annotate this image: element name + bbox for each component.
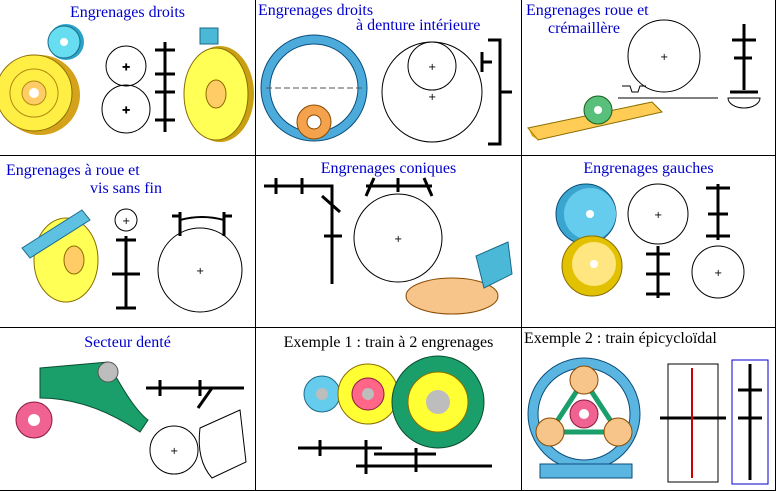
worm-shaft-schematic <box>112 212 232 310</box>
sector-shaft-schematic <box>146 380 244 409</box>
worm-screw-illustration <box>21 209 91 259</box>
sector-pivot-illustration <box>97 361 119 383</box>
worm-title-line1: Engrenages à roue et <box>6 162 140 179</box>
svg-text:+: + <box>170 446 178 457</box>
rack-ground-symbol <box>727 97 761 109</box>
train-title: Exemple 1 : train à 2 engrenages <box>283 334 494 351</box>
worm-schematic: + + <box>114 208 243 313</box>
cell-gear-train: Exemple 1 : train à 2 engrenages <box>256 328 522 491</box>
bevel-schematic: + <box>353 193 443 283</box>
epicyclic-schematic-1 <box>660 363 726 483</box>
cell-sector-gear: Secteur denté + <box>0 328 256 491</box>
rack-gear-illustration <box>527 95 663 141</box>
worm-title-line2: vis sans fin <box>90 180 162 197</box>
spur-small-gear-illustration <box>47 24 84 60</box>
bevel-gears-diagram: + <box>264 177 513 315</box>
sector-gear-illustration <box>39 361 149 433</box>
sector-schematic: + <box>149 409 247 479</box>
sector-title: Secteur denté <box>84 334 171 351</box>
sector-gear-diagram: + <box>15 361 247 479</box>
epicyclic-train-diagram <box>527 357 769 485</box>
internal-ring-gear-illustration <box>260 34 368 142</box>
crossed-title: Engrenages gauches <box>583 160 714 177</box>
internal-title-line2: à denture intérieure <box>356 17 481 34</box>
spur-shaft-schematic <box>155 42 175 132</box>
svg-text:+: + <box>122 62 130 73</box>
cell-crossed-gears: Engrenages gauches + + <box>522 156 776 328</box>
sector-pinion-hole <box>28 414 40 426</box>
svg-text:+: + <box>196 266 204 277</box>
cell-spur-gears: Engrenages droits + + <box>0 0 256 156</box>
crossed-shaft-schematic <box>646 184 730 298</box>
spur-big-gear-illustration <box>0 54 80 135</box>
crossed-gears-diagram: + + <box>555 183 745 299</box>
svg-text:+: + <box>428 92 436 103</box>
crossed-bottom-gear-illustration <box>561 235 623 297</box>
train-cyan-gear-illustration <box>303 375 341 413</box>
internal-gears-diagram: + + <box>260 34 512 146</box>
internal-pinion-illustration <box>296 104 332 140</box>
crossed-top-gear-illustration <box>555 183 617 245</box>
bevel-title: Engrenages coniques <box>320 160 457 177</box>
spur-side-gear-illustration <box>183 27 254 142</box>
spur-title: Engrenages droits <box>69 4 186 21</box>
epicyclic-title: Exemple 2 : train épicycloïdal <box>524 330 717 347</box>
svg-text:+: + <box>394 234 402 245</box>
svg-text:+: + <box>660 52 668 63</box>
cell-epicyclic-train: Exemple 2 : train épicycloïdal <box>522 328 776 491</box>
spur-gears-diagram: + + <box>0 24 254 142</box>
rack-title-line1: Engrenages roue et <box>526 2 649 19</box>
rack-shaft-schematic <box>730 24 758 94</box>
svg-text:+: + <box>122 105 130 116</box>
rack-schematic: + <box>618 19 718 99</box>
internal-shaft-schematic <box>480 38 512 146</box>
spur-schematic-circles: + + <box>101 45 151 134</box>
cell-internal-gears: Engrenages droits à denture intérieure +… <box>256 0 522 156</box>
epicyclic-schematic-2 <box>731 359 769 485</box>
internal-title-line1: Engrenages droits <box>258 2 374 19</box>
internal-schematic-circles: + + <box>381 41 483 143</box>
bevel-gear-illustration <box>405 241 513 315</box>
crossed-schematic: + + <box>627 183 745 299</box>
train-yellow-gear-illustration <box>337 363 399 425</box>
train-green-gear-illustration <box>391 355 485 449</box>
cell-rack-gears: Engrenages roue et crémaillère + <box>522 0 776 156</box>
rack-title-line2: crémaillère <box>548 20 620 37</box>
train-shaft-schematic <box>298 440 492 474</box>
svg-text:+: + <box>654 210 662 221</box>
svg-text:+: + <box>122 216 130 227</box>
svg-text:+: + <box>714 268 722 279</box>
epicyclic-gear-illustration <box>527 357 641 479</box>
svg-text:+: + <box>428 62 436 73</box>
cell-worm-gears: Engrenages à roue et vis sans fin + + <box>0 156 256 328</box>
cell-bevel-gears: Engrenages coniques + <box>256 156 522 328</box>
gear-train-diagram <box>298 355 492 474</box>
bevel-shaft-schematic <box>264 177 434 284</box>
worm-gears-diagram: + + <box>21 208 243 313</box>
rack-gears-diagram: + <box>527 19 761 141</box>
